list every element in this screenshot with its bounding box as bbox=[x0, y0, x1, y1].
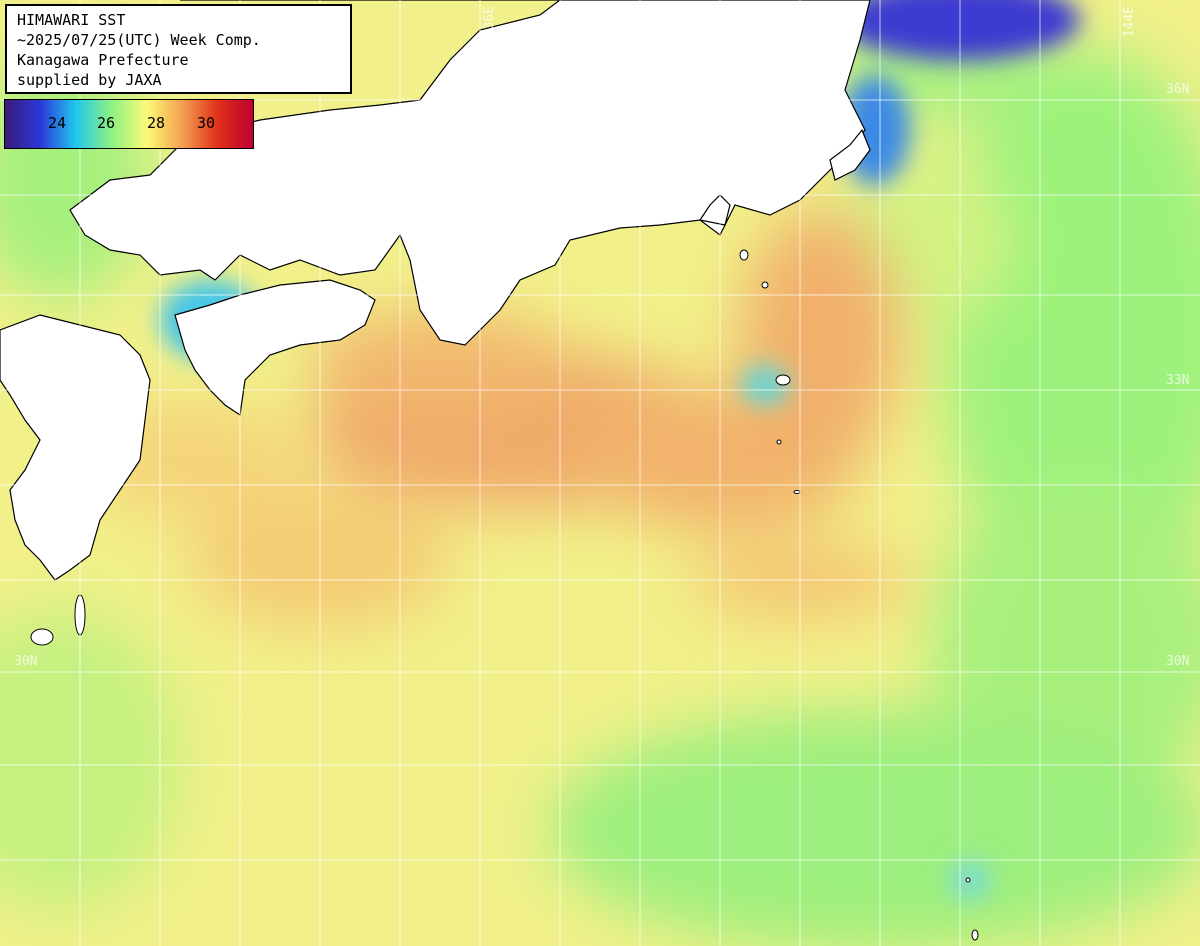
lon-label-136: 136E bbox=[482, 6, 497, 38]
title-line-2: ~2025/07/25(UTC) Week Comp. bbox=[17, 31, 261, 49]
aogashima bbox=[776, 439, 782, 445]
island-small-a bbox=[793, 490, 801, 494]
title-line-3: Kanagawa Prefecture bbox=[17, 51, 189, 69]
lat-label-30-left: 30N bbox=[14, 654, 38, 669]
title-box: HIMAWARI SST ~2025/07/25(UTC) Week Comp.… bbox=[5, 4, 352, 94]
kyushu bbox=[0, 314, 151, 581]
honshu bbox=[69, 0, 871, 346]
lat-label-36: 36N bbox=[1166, 82, 1190, 97]
colorbar-label-24: 24 bbox=[47, 114, 67, 132]
title-line-1: HIMAWARI SST bbox=[17, 11, 126, 29]
lat-label-30-right: 30N bbox=[1166, 654, 1190, 669]
colorbar-legend: 24 26 28 30 bbox=[4, 99, 254, 149]
yakushima bbox=[30, 628, 54, 646]
island-small-c bbox=[739, 249, 749, 261]
island-small-e bbox=[965, 877, 971, 883]
boso-peninsula bbox=[829, 128, 871, 181]
lon-label-144: 144E bbox=[1122, 6, 1137, 38]
land bbox=[0, 0, 871, 581]
lat-label-33: 33N bbox=[1166, 373, 1190, 388]
colorbar-label-26: 26 bbox=[96, 114, 116, 132]
izu-peninsula bbox=[699, 194, 731, 226]
title-line-4: supplied by JAXA bbox=[17, 71, 162, 89]
island-small-d bbox=[971, 929, 979, 941]
colorbar-label-28: 28 bbox=[146, 114, 166, 132]
island-small-b bbox=[761, 281, 769, 289]
colorbar-label-30: 30 bbox=[196, 114, 216, 132]
hachijojima bbox=[775, 374, 791, 386]
